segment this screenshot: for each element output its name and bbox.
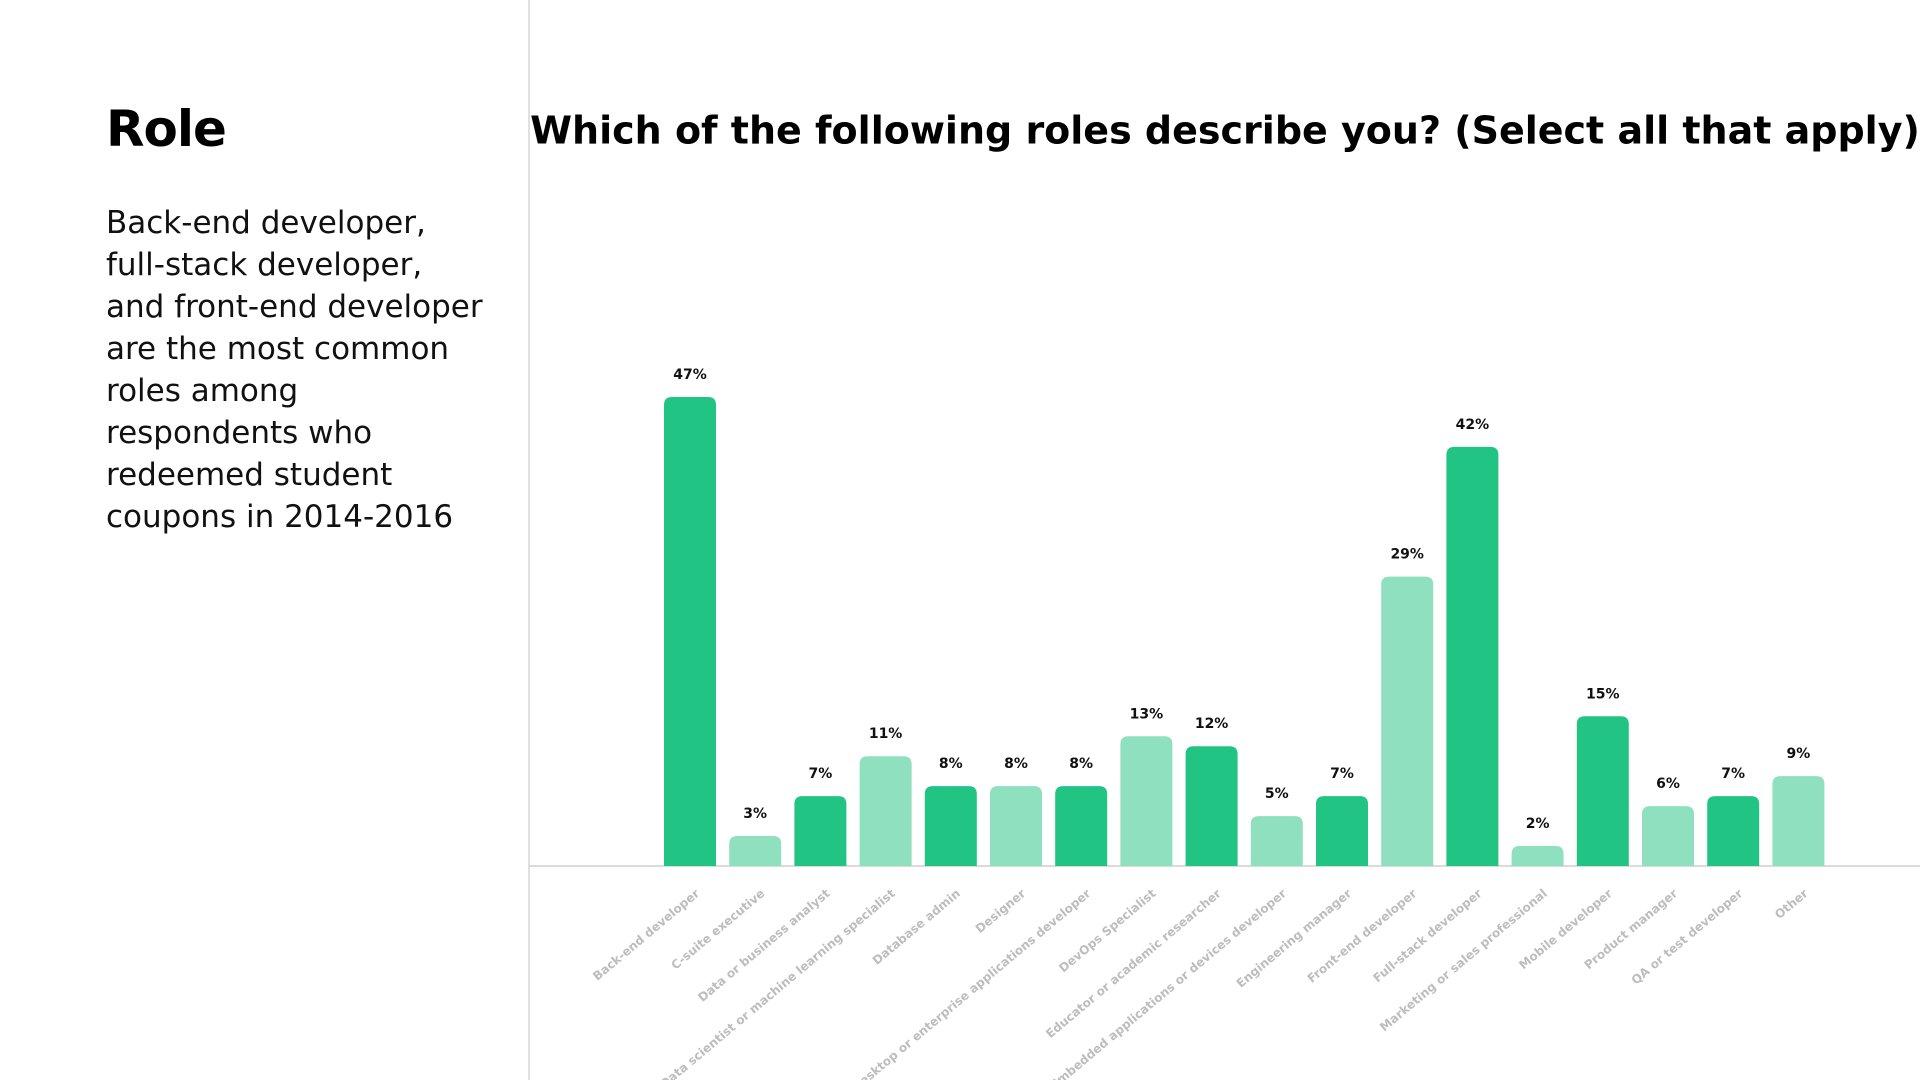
bar bbox=[1446, 446, 1499, 866]
bar bbox=[859, 756, 912, 866]
value-label: 42% bbox=[1456, 417, 1490, 433]
value-label: 7% bbox=[809, 766, 833, 782]
x-tick-label: Data scientist or machine learning speci… bbox=[657, 886, 898, 1080]
value-label: 3% bbox=[743, 806, 767, 822]
value-label: 47% bbox=[673, 367, 707, 383]
panel-text: Back-end developer, full-stack developer… bbox=[106, 205, 483, 535]
value-label: 29% bbox=[1390, 547, 1424, 563]
value-label: 9% bbox=[1787, 746, 1811, 762]
bar bbox=[1055, 786, 1108, 866]
value-label: 15% bbox=[1586, 686, 1620, 702]
bar bbox=[1576, 716, 1629, 866]
value-label: 8% bbox=[1004, 756, 1028, 772]
x-tick-label: Back-end developer bbox=[590, 886, 702, 983]
panel-heading: Role bbox=[106, 100, 227, 158]
bar bbox=[1381, 576, 1434, 866]
value-label: 12% bbox=[1195, 716, 1229, 732]
x-tick-label: Designer bbox=[973, 886, 1028, 936]
bar bbox=[1707, 796, 1760, 866]
value-label: 11% bbox=[869, 726, 903, 742]
x-tick-label: Data or business analyst bbox=[695, 886, 833, 1005]
x-tick-label: Desktop or enterprise applications devel… bbox=[849, 886, 1093, 1080]
value-label: 13% bbox=[1130, 706, 1164, 722]
value-label: 7% bbox=[1330, 766, 1354, 782]
value-label: 6% bbox=[1656, 776, 1680, 792]
bar bbox=[990, 786, 1042, 866]
bar bbox=[794, 796, 847, 866]
chart-title: Which of the following roles describe yo… bbox=[530, 109, 1920, 153]
x-tick-label: Full-stack developer bbox=[1370, 886, 1484, 985]
bar bbox=[1511, 846, 1564, 866]
bar bbox=[1185, 746, 1238, 866]
bar bbox=[729, 836, 782, 866]
bar bbox=[1120, 736, 1173, 866]
bar bbox=[1316, 796, 1368, 866]
bar bbox=[664, 396, 716, 866]
x-tick-label: QA or test developer bbox=[1629, 886, 1746, 987]
value-label: 8% bbox=[1069, 756, 1093, 772]
x-tick-label: Engineering manager bbox=[1234, 886, 1355, 990]
x-tick-label: Embedded applications or devices develop… bbox=[1048, 886, 1290, 1080]
value-label: 8% bbox=[939, 756, 963, 772]
bar bbox=[1250, 816, 1303, 866]
bar bbox=[924, 786, 977, 866]
bar bbox=[1642, 806, 1694, 866]
x-tick-label: Front-end developer bbox=[1305, 886, 1420, 985]
value-label: 7% bbox=[1721, 766, 1745, 782]
value-label: 5% bbox=[1265, 786, 1289, 802]
x-tick-label: Other bbox=[1772, 886, 1811, 922]
value-label: 2% bbox=[1526, 816, 1550, 832]
bar bbox=[1772, 776, 1825, 866]
